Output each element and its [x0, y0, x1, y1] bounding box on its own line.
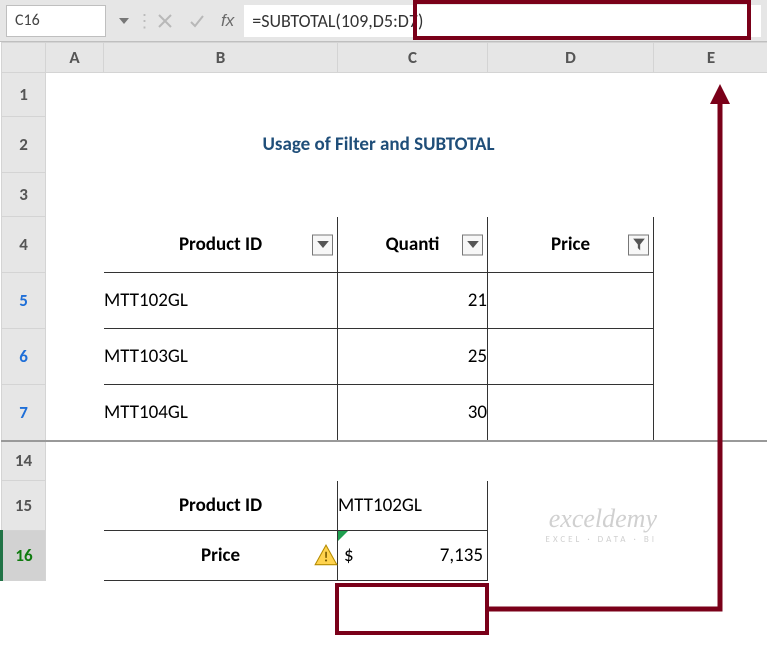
col-header[interactable]: B	[104, 43, 338, 73]
price-value: 2,850	[598, 401, 641, 424]
title-cell[interactable]: Usage of Filter and SUBTOTAL	[104, 117, 654, 173]
header-label: Price	[551, 233, 590, 256]
table-row: 6 MTT103GL 25 $2,710	[2, 329, 767, 385]
formula-text: =SUBTOTAL(109,D5:D7)	[252, 10, 423, 32]
spreadsheet-grid: A B C D E 1 2 Usage of Filter and SUBTOT…	[0, 42, 767, 581]
row-header[interactable]: 2	[2, 117, 46, 173]
svg-text:!: !	[324, 548, 329, 565]
fx-icon[interactable]: fx	[215, 11, 240, 31]
header-label: Quanti	[386, 233, 440, 256]
table-row: 5 MTT102GL 21 $1,575	[2, 273, 767, 329]
column-header-row: A B C D E	[2, 43, 767, 73]
cell-product-id[interactable]: MTT102GL	[104, 273, 338, 329]
select-all-corner[interactable]	[2, 43, 46, 73]
summary-product-id-value[interactable]: MTT102GL	[338, 481, 488, 531]
table-header-product-id[interactable]: Product ID	[104, 217, 338, 273]
cell-price[interactable]: $1,575	[488, 273, 654, 329]
currency-symbol: $	[500, 289, 510, 312]
row-header[interactable]: 16	[2, 531, 46, 581]
col-header[interactable]: D	[488, 43, 654, 73]
sheet-table: A B C D E 1 2 Usage of Filter and SUBTOT…	[0, 42, 767, 581]
cell-quantity[interactable]: 21	[338, 273, 488, 329]
table-header-price[interactable]: Price	[488, 217, 654, 273]
cell-product-id[interactable]: MTT103GL	[104, 329, 338, 385]
table-row: 7 MTT104GL 30 $2,850	[2, 385, 767, 441]
row-header[interactable]: 6	[2, 329, 46, 385]
cancel-icon[interactable]	[151, 7, 179, 35]
filter-active-icon[interactable]	[628, 234, 649, 255]
row-header[interactable]: 14	[2, 441, 46, 481]
col-header[interactable]: E	[654, 43, 767, 73]
summary-price-label[interactable]: Price !	[104, 531, 338, 581]
row: 16 Price ! $ 7,135	[2, 531, 767, 581]
summary-price-value[interactable]: $ 7,135	[338, 531, 488, 581]
separator: ⋮	[142, 7, 147, 35]
currency-symbol: $	[500, 401, 510, 424]
row-header[interactable]: 3	[2, 173, 46, 217]
col-header[interactable]: C	[338, 43, 488, 73]
formula-input[interactable]: =SUBTOTAL(109,D5:D7)	[244, 5, 761, 37]
row: 3	[2, 173, 767, 217]
currency-symbol: $	[344, 544, 354, 567]
cell-quantity[interactable]: 25	[338, 329, 488, 385]
row-header[interactable]: 5	[2, 273, 46, 329]
price-value: 1,575	[598, 289, 641, 312]
cell-quantity[interactable]: 30	[338, 385, 488, 441]
formula-bar: C16 ⋮ fx =SUBTOTAL(109,D5:D7)	[0, 0, 767, 42]
header-label: Product ID	[179, 233, 262, 256]
row: 15 Product ID MTT102GL	[2, 481, 767, 531]
error-indicator-icon[interactable]: !	[313, 543, 339, 569]
col-header[interactable]: A	[46, 43, 104, 73]
cell-product-id[interactable]: MTT104GL	[104, 385, 338, 441]
summary-product-id-label[interactable]: Product ID	[104, 481, 338, 531]
filter-dropdown-icon[interactable]	[312, 234, 333, 255]
row: 1	[2, 73, 767, 117]
cell-price[interactable]: $2,710	[488, 329, 654, 385]
cell-price[interactable]: $2,850	[488, 385, 654, 441]
name-box-dropdown[interactable]	[110, 5, 138, 37]
row-header[interactable]: 1	[2, 73, 46, 117]
label-text: Price	[201, 544, 240, 567]
row: 2 Usage of Filter and SUBTOTAL	[2, 117, 767, 173]
table-header-quantity[interactable]: Quanti	[338, 217, 488, 273]
filter-dropdown-icon[interactable]	[462, 234, 483, 255]
row-header[interactable]: 7	[2, 385, 46, 441]
row-header[interactable]: 15	[2, 481, 46, 531]
currency-symbol: $	[500, 345, 510, 368]
enter-icon[interactable]	[183, 7, 211, 35]
annotation-result-box	[335, 583, 489, 635]
formula-corner-marker	[338, 531, 348, 541]
name-box[interactable]: C16	[6, 5, 106, 37]
price-value: 7,135	[370, 544, 487, 567]
row-header[interactable]: 4	[2, 217, 46, 273]
row: 14	[2, 441, 767, 481]
price-value: 2,710	[598, 345, 641, 368]
row: 4 Product ID Quanti Price	[2, 217, 767, 273]
